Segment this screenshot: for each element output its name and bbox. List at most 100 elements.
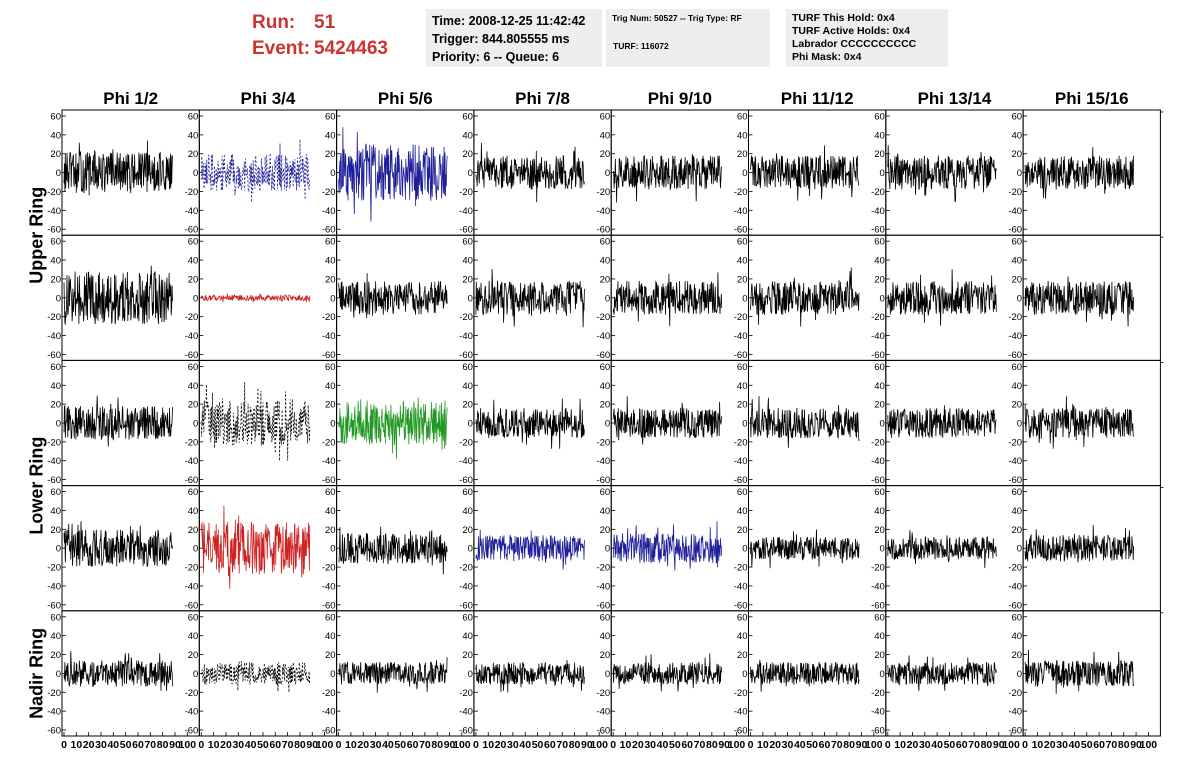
y-tick-label: 20: [325, 400, 336, 411]
y-tick-label: 40: [50, 631, 61, 642]
x-tick-label: 60: [407, 739, 419, 751]
y-tick-label: -20: [871, 688, 885, 699]
event-label: Event:: [252, 38, 311, 59]
y-tick-label: 60: [188, 612, 199, 623]
y-tick-label: 40: [600, 256, 611, 267]
y-tick-label: -20: [1008, 187, 1022, 198]
x-tick-label: 50: [532, 739, 544, 751]
y-tick-label: -60: [459, 225, 473, 236]
x-tick-label: 100: [865, 739, 883, 751]
x-tick-label: 20: [1044, 739, 1056, 751]
x-tick-label: 0: [1022, 739, 1028, 751]
y-tick-label: -60: [459, 600, 473, 611]
y-tick-label: -60: [322, 726, 336, 737]
waveform-trace-r1-c2: [200, 139, 311, 203]
y-tick-label: -60: [871, 600, 885, 611]
y-tick-label: 0: [330, 168, 335, 179]
y-tick-label: 40: [737, 256, 748, 267]
waveform-trace-r3-c8: [1024, 396, 1134, 449]
x-tick-label: 60: [544, 739, 556, 751]
y-tick-label: 60: [462, 237, 473, 248]
y-tick-label: -60: [596, 350, 610, 361]
y-tick-label: 40: [737, 130, 748, 141]
y-tick-label: -40: [185, 707, 199, 718]
y-tick-label: 60: [600, 362, 611, 373]
y-tick-label: -60: [459, 475, 473, 486]
x-tick-label: 70: [1106, 739, 1118, 751]
x-tick-label: 70: [144, 739, 156, 751]
y-tick-label: 20: [462, 400, 473, 411]
x-tick-label: 50: [394, 739, 406, 751]
y-tick-label: -20: [871, 312, 885, 323]
y-tick-label: 20: [188, 525, 199, 536]
y-tick-label: 60: [50, 112, 61, 123]
y-tick-label: 60: [737, 237, 748, 248]
x-tick-label: 0: [336, 739, 342, 751]
y-tick-label: 0: [330, 669, 335, 680]
y-tick-label: 40: [1012, 506, 1023, 517]
y-tick-label: 60: [874, 612, 885, 623]
x-tick-label: 40: [245, 739, 257, 751]
y-tick-label: -60: [596, 600, 610, 611]
waveform-trace-r5-c2: [200, 661, 311, 693]
y-tick-label: -20: [596, 563, 610, 574]
waveform-trace-r1-c7: [887, 145, 997, 203]
y-tick-label: 40: [737, 506, 748, 517]
x-tick-label: 70: [282, 739, 294, 751]
y-tick-label: -20: [596, 312, 610, 323]
x-tick-label: 70: [968, 739, 980, 751]
priority-text: Priority: 6 -- Queue: 6: [432, 50, 560, 64]
phi-mask-text: Phi Mask: 0x4: [792, 51, 862, 63]
y-tick-label: 0: [193, 544, 198, 555]
y-tick-label: 0: [1017, 419, 1022, 430]
y-tick-label: -20: [322, 187, 336, 198]
y-tick-label: 20: [188, 400, 199, 411]
y-tick-label: -20: [322, 437, 336, 448]
waveform-trace-r5-c5: [612, 653, 723, 692]
waveform-trace-r2-c2: [200, 293, 311, 303]
y-tick-label: -20: [47, 312, 61, 323]
y-tick-label: 20: [1012, 650, 1023, 661]
x-tick-label: 40: [107, 739, 119, 751]
x-tick-label: 80: [981, 739, 993, 751]
y-tick-label: 20: [600, 274, 611, 285]
y-tick-label: -60: [734, 350, 748, 361]
y-tick-label: -20: [459, 312, 473, 323]
y-tick-label: -60: [596, 726, 610, 737]
waveform-trace-r4-c3: [338, 526, 448, 575]
y-tick-label: 40: [462, 130, 473, 141]
x-tick-label: 90: [993, 739, 1005, 751]
y-tick-label: -60: [322, 350, 336, 361]
y-tick-label: -40: [47, 707, 61, 718]
x-tick-label: 20: [495, 739, 507, 751]
y-tick-label: 0: [880, 669, 885, 680]
y-tick-label: 40: [1012, 381, 1023, 392]
x-tick-label: 100: [316, 739, 334, 751]
y-tick-label: 40: [462, 631, 473, 642]
x-tick-label: 90: [581, 739, 593, 751]
y-tick-label: 20: [325, 274, 336, 285]
y-tick-label: 40: [600, 631, 611, 642]
y-tick-label: 0: [193, 669, 198, 680]
waveform-trace-r2-c1: [63, 265, 173, 326]
y-tick-label: 20: [325, 650, 336, 661]
y-tick-label: 40: [325, 381, 336, 392]
y-tick-label: 20: [600, 149, 611, 160]
column-title-3: Phi 5/6: [378, 89, 433, 108]
x-tick-label: 20: [83, 739, 95, 751]
x-tick-label: 10: [345, 739, 357, 751]
y-tick-label: -60: [185, 350, 199, 361]
x-tick-label: 100: [1140, 739, 1158, 751]
waveform-trace-r3-c4: [475, 398, 585, 449]
y-tick-label: -20: [871, 563, 885, 574]
waveform-trace-r1-c8: [1024, 147, 1134, 199]
active-holds-text: TURF Active Holds: 0x4: [792, 25, 911, 37]
y-tick-label: -60: [185, 726, 199, 737]
x-tick-label: 80: [431, 739, 443, 751]
y-tick-label: 40: [1012, 256, 1023, 267]
y-tick-label: 60: [1012, 237, 1023, 248]
column-title-6: Phi 11/12: [781, 89, 854, 108]
y-tick-label: -20: [596, 688, 610, 699]
y-tick-label: -20: [871, 437, 885, 448]
